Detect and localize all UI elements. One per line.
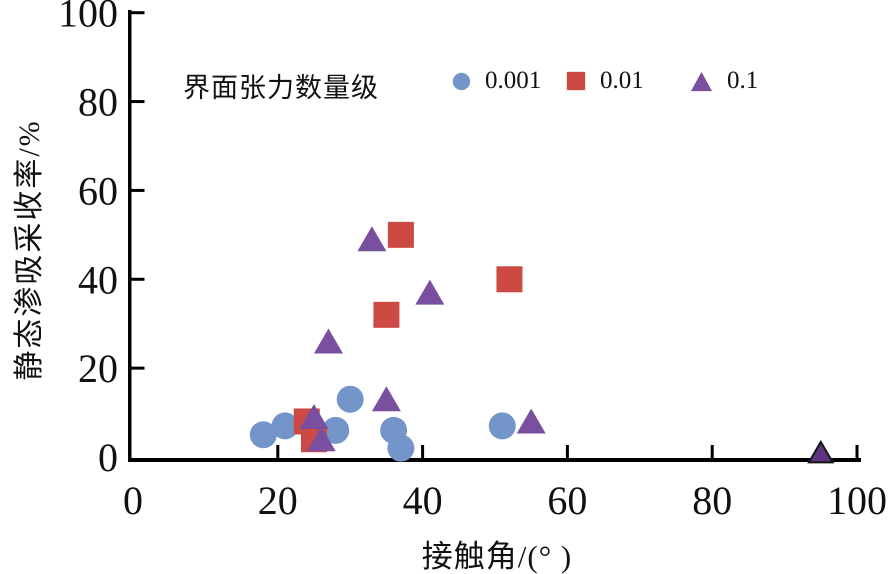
x-axis-title: 接触角/(° ): [421, 539, 573, 574]
data-point-triangle: [299, 404, 329, 430]
legend-marker-circle-icon: [452, 72, 471, 90]
legend-item-0.001: 0.001: [452, 66, 541, 96]
legend-marker-square-icon: [566, 71, 586, 91]
legend-item-label: 0.1: [727, 67, 759, 94]
legend-item-label: 0.001: [485, 67, 542, 94]
x-axis-tick: [276, 445, 280, 458]
x-tick-label: 40: [403, 478, 443, 523]
x-axis-line: [128, 458, 861, 462]
x-axis-tick: [855, 445, 859, 458]
y-tick-label: 40: [78, 257, 118, 302]
x-tick-label: 60: [547, 478, 587, 523]
x-tick-label: 100: [827, 478, 887, 523]
legend-marker-triangle-icon: [690, 71, 713, 91]
data-point-square: [387, 221, 414, 248]
y-axis-tick: [131, 11, 145, 15]
legend-title: 界面张力数量级: [183, 73, 379, 103]
legend-item-0.1: 0.1: [690, 66, 758, 96]
x-tick-label: 0: [123, 478, 143, 523]
data-point-circle: [249, 421, 277, 449]
data-point-triangle: [371, 386, 401, 412]
x-axis-tick: [710, 445, 714, 458]
data-point-circle: [271, 412, 299, 440]
data-point-square: [496, 266, 523, 293]
data-point-triangle: [415, 279, 445, 305]
x-axis-tick: [421, 445, 425, 458]
y-tick-label: 80: [78, 80, 118, 125]
data-point-triangle: [313, 328, 343, 354]
legend-item-0.01: 0.01: [566, 66, 644, 96]
data-point-triangle: [357, 226, 387, 252]
y-tick-label: 20: [78, 346, 118, 391]
data-point-circle: [322, 416, 350, 444]
legend-item-label: 0.01: [600, 67, 644, 94]
legend-marker-shape: [452, 72, 471, 90]
legend-marker-shape: [566, 71, 586, 91]
data-point-triangle: [306, 426, 336, 452]
x-tick-label: 20: [258, 478, 298, 523]
data-point-circle: [488, 412, 516, 440]
data-point-circle: [336, 385, 364, 413]
y-axis-title: 静态渗吸采收率/%: [13, 119, 46, 381]
y-axis-tick: [131, 100, 145, 104]
y-axis-tick: [131, 188, 145, 192]
y-tick-label: 60: [78, 168, 118, 213]
data-point-circle: [387, 434, 415, 462]
y-axis-tick: [131, 277, 145, 281]
y-axis-line: [128, 10, 132, 462]
y-tick-label: 100: [58, 0, 118, 36]
data-point-square: [373, 301, 400, 328]
x-tick-label: 80: [692, 478, 732, 523]
data-point-triangle: [807, 439, 835, 464]
x-axis-tick: [565, 445, 569, 458]
y-tick-label: 0: [98, 435, 118, 480]
y-axis-tick: [131, 366, 145, 370]
legend-marker-shape: [690, 71, 713, 91]
data-point-triangle: [516, 408, 546, 434]
